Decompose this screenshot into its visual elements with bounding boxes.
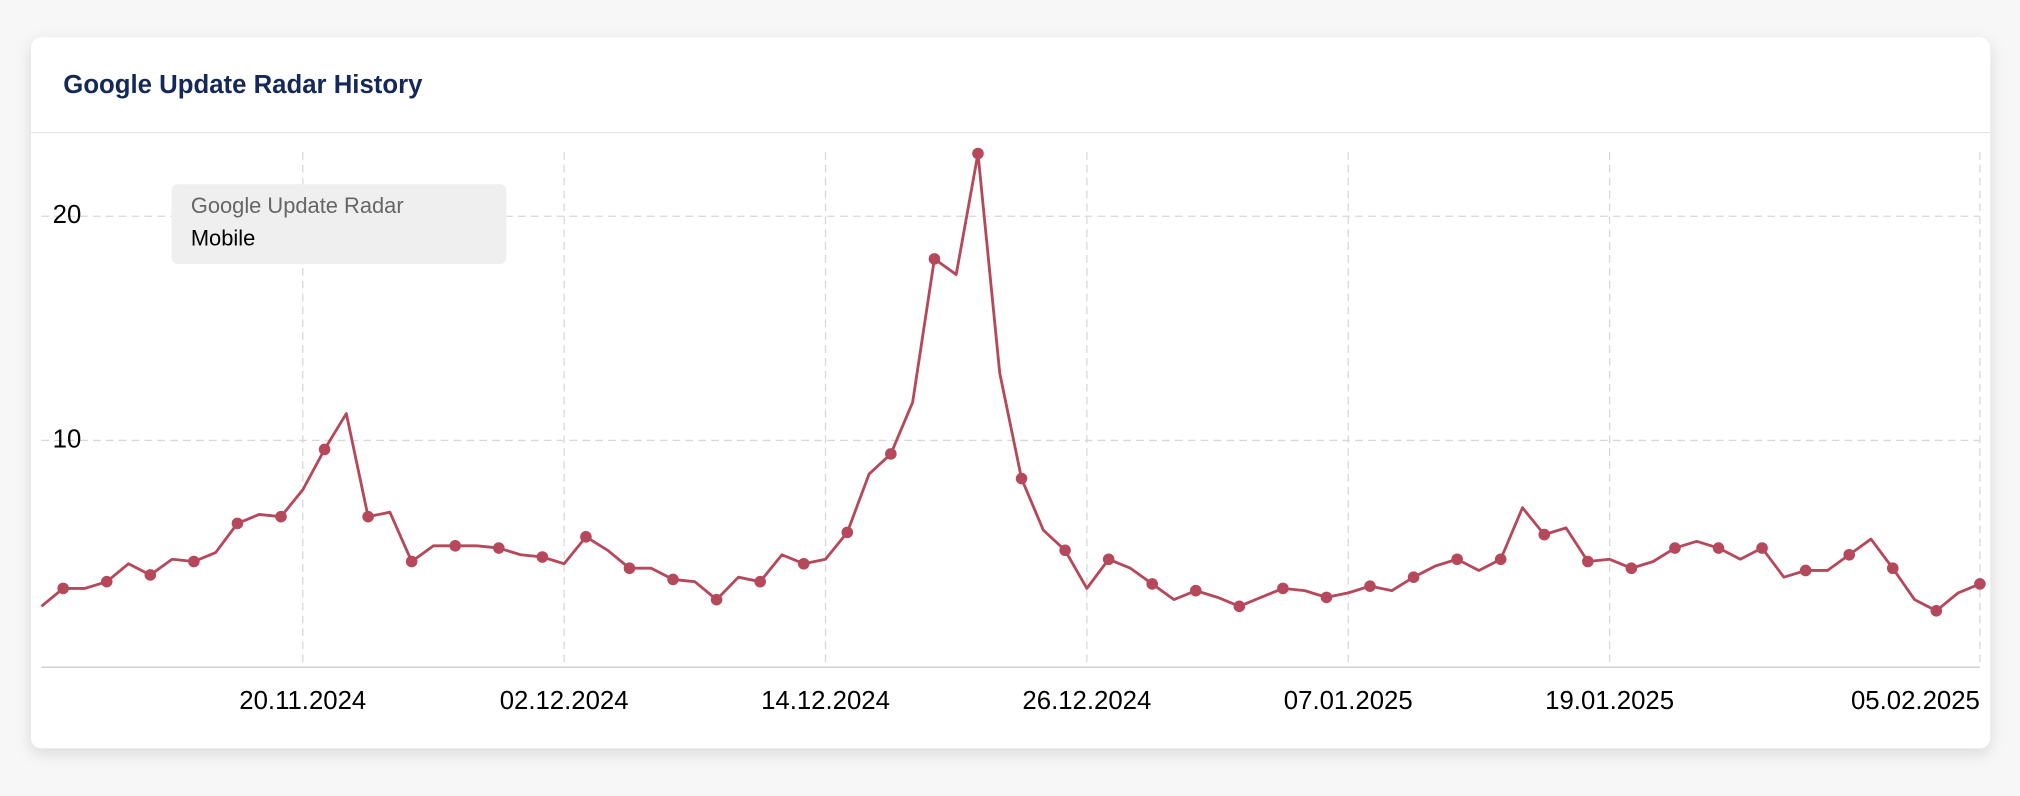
point xyxy=(1886,562,1899,575)
legend-entry: Mobile xyxy=(191,225,255,250)
point xyxy=(1625,562,1638,575)
point xyxy=(1015,472,1028,485)
point xyxy=(1451,553,1463,566)
point xyxy=(57,582,69,595)
point xyxy=(580,531,592,543)
point xyxy=(928,253,941,265)
point xyxy=(841,526,854,539)
point xyxy=(275,510,287,523)
point xyxy=(1843,548,1855,561)
point xyxy=(1146,578,1159,590)
x-tick-label: 14.12.2024 xyxy=(761,687,890,715)
point xyxy=(710,593,723,606)
series-line xyxy=(40,152,1981,613)
legend-box xyxy=(171,184,507,265)
point xyxy=(1712,542,1725,554)
x-tick-label: 07.01.2025 xyxy=(1284,687,1413,715)
point xyxy=(144,569,157,581)
point xyxy=(1974,578,1986,590)
point xyxy=(1538,528,1551,541)
point xyxy=(1059,544,1071,557)
y-tick-label: 10 xyxy=(53,425,82,453)
point xyxy=(449,540,462,552)
point xyxy=(885,448,897,460)
x-tick-label: 20.11.2024 xyxy=(239,687,366,715)
x-tick-label: 02.12.2024 xyxy=(500,687,629,715)
plot: 10 20 20.11.2024 02.12.2024 14.12.2024 26.12.… xyxy=(40,147,1986,715)
point xyxy=(1320,591,1333,604)
point xyxy=(1582,555,1594,568)
x-tick-label: 19.01.2025 xyxy=(1545,687,1674,715)
point xyxy=(405,555,418,568)
point xyxy=(1756,542,1768,554)
x-tick-label: 26.12.2024 xyxy=(1022,687,1151,715)
point xyxy=(318,443,331,456)
x-tick-label: 05.02.2025 xyxy=(1851,687,1980,715)
point xyxy=(1102,553,1115,566)
card xyxy=(31,37,1991,749)
point xyxy=(754,575,766,588)
point xyxy=(188,555,200,568)
legend-title: Google Update Radar xyxy=(191,193,404,218)
y-tick-label: 20 xyxy=(53,201,82,229)
point xyxy=(667,573,679,586)
point xyxy=(623,562,636,575)
point xyxy=(1799,564,1812,577)
card-title: Google Update Radar History xyxy=(63,71,423,99)
point xyxy=(536,551,549,563)
point xyxy=(1494,553,1507,566)
point xyxy=(1407,571,1420,583)
legend: Google Update Radar Mobile xyxy=(171,184,507,265)
point xyxy=(1364,580,1376,592)
point xyxy=(1233,600,1246,613)
point xyxy=(797,557,810,570)
point xyxy=(1189,584,1202,597)
point xyxy=(1277,582,1289,595)
point xyxy=(1669,542,1681,554)
point xyxy=(493,542,505,554)
point xyxy=(362,510,374,523)
point xyxy=(231,517,244,530)
point xyxy=(1930,605,1943,617)
point xyxy=(972,147,984,160)
point xyxy=(100,575,113,588)
